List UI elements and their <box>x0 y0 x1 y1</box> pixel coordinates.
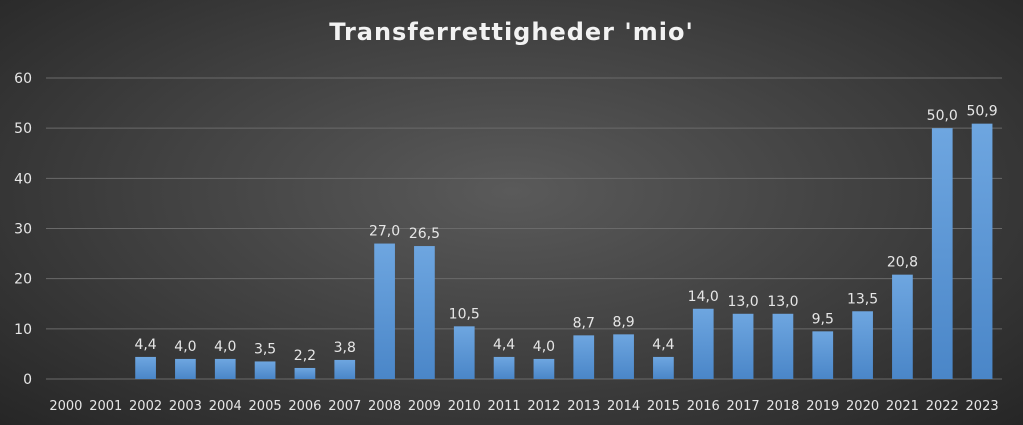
bar <box>852 311 873 379</box>
bar <box>732 313 754 379</box>
x-tick-label: 2017 <box>727 399 760 414</box>
data-label: 8,7 <box>573 315 595 331</box>
bar <box>414 246 435 379</box>
bar <box>573 335 595 379</box>
bar <box>254 361 276 379</box>
x-tick-label: 2018 <box>766 399 799 414</box>
x-tick-label: 2003 <box>169 399 202 414</box>
data-label: 26,5 <box>409 226 440 242</box>
bar <box>772 313 794 379</box>
x-tick-label: 2022 <box>926 399 959 414</box>
x-tick-label: 2000 <box>49 399 82 414</box>
x-tick-label: 2016 <box>687 399 720 414</box>
bar <box>533 358 555 379</box>
bar <box>653 356 674 379</box>
data-label: 4,4 <box>134 337 156 353</box>
data-label: 4,4 <box>652 337 674 353</box>
x-axis-ticks: 2000 2001 2002 2003 2004 2005 2006 2007 2008 2009… <box>49 399 998 414</box>
bar <box>493 356 515 379</box>
bar <box>453 326 475 379</box>
x-tick-label: 2010 <box>448 399 481 414</box>
data-label: 10,5 <box>449 306 480 322</box>
x-tick-label: 2020 <box>846 399 879 414</box>
x-tick-label: 2009 <box>408 399 441 414</box>
data-label: 13,0 <box>767 294 798 310</box>
x-tick-label: 2012 <box>527 399 560 414</box>
x-tick-label: 2006 <box>288 399 321 414</box>
data-label: 4,4 <box>493 337 515 353</box>
x-tick-label: 2014 <box>607 399 640 414</box>
x-tick-label: 2019 <box>806 399 839 414</box>
y-axis-ticks: 0 10 20 30 40 50 60 <box>14 71 32 388</box>
x-tick-label: 2021 <box>886 399 919 414</box>
data-label: 4,0 <box>174 339 196 355</box>
data-label: 3,8 <box>334 340 356 356</box>
chart-title: Transferrettigheder 'mio' <box>329 18 694 46</box>
data-label: 4,0 <box>214 339 236 355</box>
x-tick-label: 2002 <box>129 399 162 414</box>
bar <box>692 308 714 379</box>
data-label: 9,5 <box>812 311 834 327</box>
data-label: 13,5 <box>847 291 878 307</box>
x-tick-label: 2004 <box>209 399 242 414</box>
bar <box>971 123 993 379</box>
bar <box>175 358 196 379</box>
bar <box>892 274 913 379</box>
y-tick-label: 20 <box>14 272 32 288</box>
x-tick-label: 2013 <box>567 399 600 414</box>
bar <box>214 358 236 379</box>
bars <box>135 123 993 379</box>
x-tick-label: 2011 <box>488 399 521 414</box>
data-label: 20,8 <box>887 255 918 271</box>
data-labels: 4,4 4,0 4,0 3,5 2,2 3,8 27,0 26,5 10,5 4,4 4,0 8,7 8… <box>134 104 997 364</box>
x-tick-label: 2005 <box>249 399 282 414</box>
y-tick-label: 60 <box>14 71 32 87</box>
data-label: 50,0 <box>927 108 958 124</box>
bar <box>931 128 953 379</box>
x-tick-label: 2023 <box>966 399 999 414</box>
x-tick-label: 2015 <box>647 399 680 414</box>
y-tick-label: 30 <box>14 222 32 238</box>
bar <box>334 359 356 379</box>
bar <box>812 331 834 379</box>
data-label: 27,0 <box>369 224 400 240</box>
bar <box>374 243 395 379</box>
x-tick-label: 2001 <box>89 399 122 414</box>
data-label: 8,9 <box>612 314 634 330</box>
y-tick-label: 50 <box>14 121 32 137</box>
data-label: 13,0 <box>727 294 758 310</box>
x-tick-label: 2008 <box>368 399 401 414</box>
data-label: 4,0 <box>533 339 555 355</box>
data-label: 2,2 <box>294 348 316 364</box>
bar <box>613 334 634 379</box>
data-label: 14,0 <box>688 289 719 305</box>
grid-lines <box>46 77 1002 380</box>
bar <box>294 367 316 379</box>
data-label: 50,9 <box>966 104 997 120</box>
y-tick-label: 40 <box>14 171 32 187</box>
data-label: 3,5 <box>254 341 276 357</box>
y-tick-label: 0 <box>23 372 32 388</box>
x-tick-label: 2007 <box>328 399 361 414</box>
bar <box>135 356 156 379</box>
y-tick-label: 10 <box>14 322 32 338</box>
